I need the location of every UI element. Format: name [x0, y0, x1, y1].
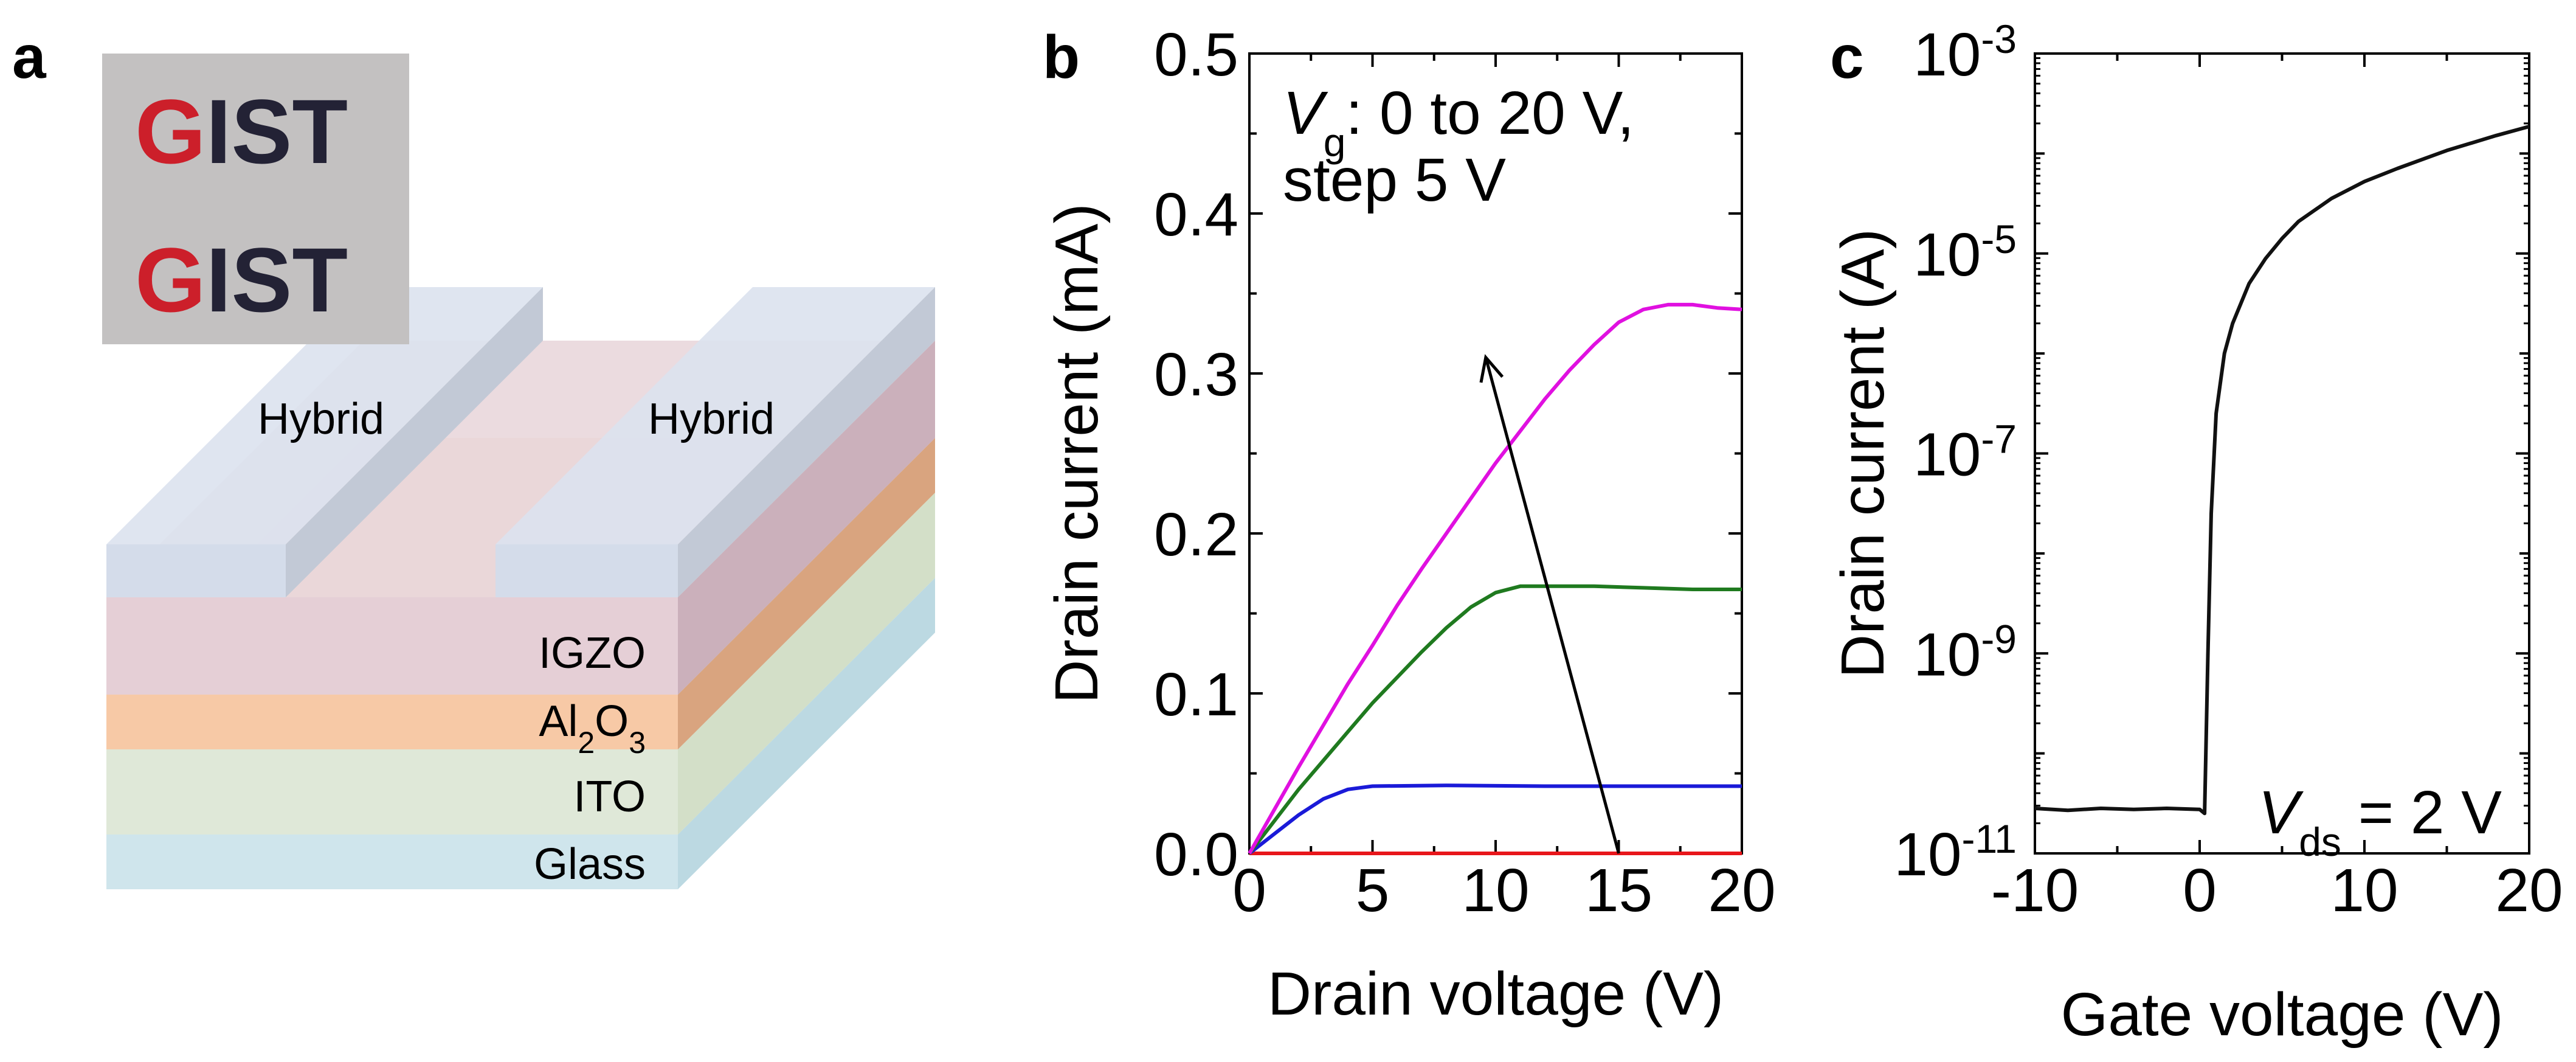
- layer-label-igzo: IGZO: [539, 629, 646, 678]
- x-tick-label: 0: [1232, 856, 1266, 925]
- gate-voltage-arrow: [1484, 357, 1620, 854]
- y-tick-label: 0.0: [1154, 821, 1238, 889]
- photo-shade: [102, 54, 409, 344]
- right-electrode-front: [496, 544, 678, 597]
- series-line: [1248, 302, 1742, 855]
- al2o3-layer-side: [678, 438, 935, 749]
- panel-b: b Vg: 0 to 20 V, step 5 V Drain voltage …: [1043, 21, 1776, 1028]
- gist-photo: GIST GIST: [102, 54, 409, 344]
- plot-frame: [2034, 52, 2530, 855]
- y-axis-title: Drain current (mA): [1043, 203, 1111, 703]
- x-tick-label: 15: [1585, 856, 1652, 925]
- y-tick-label: 10-3: [1913, 16, 2017, 89]
- y-tick-label: 0.4: [1154, 181, 1238, 249]
- series-line: [1248, 584, 1742, 855]
- panel-c: c Vds = 2 V Gate voltage (V) Drain curre…: [1829, 16, 2563, 1049]
- y-tick-label: 0.3: [1154, 341, 1238, 409]
- x-tick-label: 5: [1356, 856, 1390, 925]
- panel-letter-a: a: [12, 23, 47, 91]
- layer-label-glass: Glass: [534, 840, 646, 889]
- y-tick-label: 0.1: [1154, 661, 1238, 729]
- x-axis-title: Gate voltage (V): [2060, 980, 2503, 1049]
- layer-label-al2o3: Al2O3: [539, 697, 646, 760]
- ito-layer-front: [106, 749, 678, 835]
- chart-b: Vg: 0 to 20 V, step 5 V Drain voltage (V…: [1043, 21, 1776, 1028]
- al2o3-layer-front: [106, 695, 678, 749]
- series-line: [1248, 783, 1742, 855]
- igzo-layer-side: [678, 341, 935, 695]
- left-electrode-side: [286, 287, 543, 597]
- y-tick-label: 0.2: [1154, 501, 1238, 569]
- glass-layer-side: [678, 578, 935, 889]
- annotation-vg-range: Vg: 0 to 20 V,: [1283, 79, 1634, 165]
- x-tick-label: 10: [1462, 856, 1529, 925]
- glass-layer-front: [106, 835, 678, 889]
- igzo-layer-front: [106, 597, 678, 695]
- transfer-curve: [2034, 125, 2530, 816]
- arrow-head: [1479, 354, 1504, 383]
- photo-text-bottom: GIST: [135, 229, 348, 331]
- x-tick-label: 20: [2495, 856, 2563, 925]
- annotation-step: step 5 V: [1283, 146, 1506, 214]
- left-electrode-top: [106, 287, 543, 544]
- x-tick-label: -10: [1991, 856, 2079, 925]
- electrode-label-right: Hybrid: [648, 395, 775, 443]
- right-electrode-top: [496, 287, 935, 544]
- y-tick-label: 10-5: [1913, 217, 2017, 289]
- y-tick-label: 10-7: [1913, 417, 2017, 489]
- right-electrode-side: [678, 287, 935, 597]
- left-electrode-front: [106, 544, 286, 597]
- electrode-label-left: Hybrid: [258, 395, 384, 443]
- y-tick-label: 10-11: [1894, 816, 2017, 889]
- x-axis-title: Drain voltage (V): [1268, 960, 1724, 1028]
- y-tick-label: 0.5: [1154, 21, 1238, 89]
- x-tick-label: 10: [2330, 856, 2398, 925]
- panel-letter-b: b: [1043, 23, 1080, 91]
- device-schematic: Hybrid Hybrid IGZO Al2O3 ITO Glass: [106, 287, 935, 889]
- y-tick-label: 10-9: [1913, 616, 2017, 689]
- photo-background: [102, 54, 409, 344]
- y-axis-title: Drain current (A): [1829, 229, 1897, 678]
- layer-label-ito: ITO: [573, 772, 646, 821]
- photo-text-top: GIST: [135, 80, 348, 182]
- chart-c: Vds = 2 V Gate voltage (V) Drain current…: [1829, 16, 2563, 1049]
- x-tick-label: 0: [2183, 856, 2217, 925]
- x-tick-label: 20: [1708, 856, 1775, 925]
- panel-a: a: [12, 23, 935, 889]
- annotation-vds: Vds = 2 V: [2259, 779, 2502, 864]
- ito-layer-side: [678, 493, 935, 835]
- panel-letter-c: c: [1830, 23, 1864, 91]
